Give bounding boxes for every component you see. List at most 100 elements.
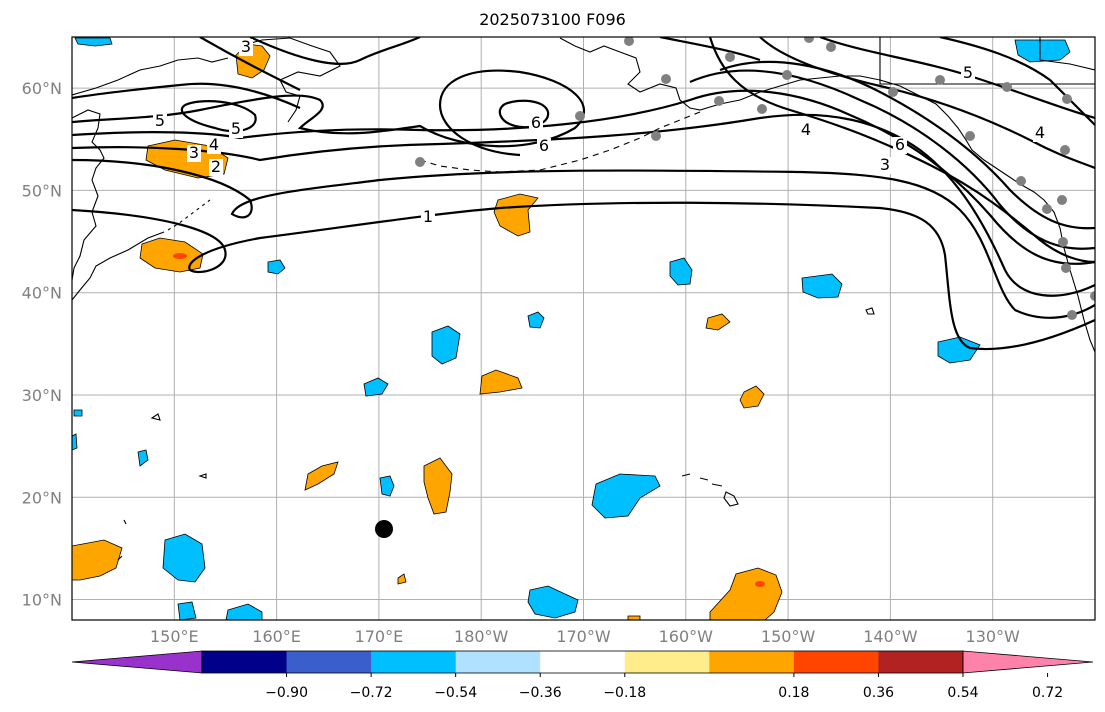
contour-low-rings (708, 37, 1095, 264)
contour-label: 5 (963, 63, 973, 82)
contour-label: 2 (211, 157, 221, 176)
station-dot (965, 131, 975, 141)
station-dot (651, 131, 661, 141)
anomaly-blob (363, 377, 389, 397)
storm-center-marker (375, 520, 393, 538)
station-dot (1057, 195, 1067, 205)
contour-label-bg (961, 65, 975, 82)
contour-label: 3 (189, 143, 199, 162)
colorbar-segment (455, 651, 541, 673)
contour-label-bg (209, 159, 223, 176)
station-dot (1002, 82, 1012, 92)
coastline-hawaii (681, 473, 739, 507)
contour-label-bg (537, 138, 551, 155)
station-dot (1042, 204, 1052, 214)
anomaly-blob (801, 273, 843, 299)
anomaly-blob (397, 573, 407, 585)
station-dot (782, 70, 792, 80)
longitude-label: 150°E (150, 627, 199, 646)
anomaly-blob (493, 193, 539, 237)
contour-label-bg (878, 157, 892, 174)
longitude-label: 180°W (454, 627, 509, 646)
anomaly-blob (304, 461, 339, 491)
contour-label: 4 (209, 135, 219, 154)
contour-label: 6 (531, 113, 541, 132)
station-dot (725, 52, 735, 62)
colorbar-tick-label: 0.18 (778, 685, 809, 701)
colorbar-extend-high (962, 650, 1094, 674)
contour-label-bg (421, 209, 435, 226)
anomaly-blob (705, 313, 731, 331)
latitude-label: 10°N (22, 591, 62, 610)
colorbar-tick-label: −0.18 (603, 685, 646, 701)
negative-anomaly-areas (72, 37, 1071, 620)
station-dot (1090, 291, 1095, 301)
contour-label: 3 (880, 155, 890, 174)
colorbar-tick-label: −0.90 (265, 685, 308, 701)
anomaly-blob (709, 567, 783, 620)
colorbar-tick-label: −0.36 (519, 685, 562, 701)
contour-label: 4 (801, 120, 811, 139)
contour-label: 1 (423, 207, 433, 226)
contour-label: 5 (155, 111, 165, 130)
station-dot (888, 87, 898, 97)
anomaly-blob (379, 475, 395, 497)
colorbar-tick-label: 0.72 (1032, 685, 1063, 701)
contour-lines (72, 37, 1095, 351)
colorbar-tick-label: −0.54 (434, 685, 477, 701)
contour-lower-east (939, 37, 1095, 126)
contour-label: 6 (895, 135, 905, 154)
anomaly-blob (139, 237, 204, 273)
longitude-label: 140°W (863, 627, 918, 646)
anomaly-blob (74, 37, 113, 47)
anomaly-blob (267, 259, 286, 275)
anomaly-blob (72, 539, 123, 581)
longitude-label: 160°E (252, 627, 301, 646)
anomaly-core (755, 581, 765, 587)
contour-6 (72, 60, 1095, 230)
colorbar-frame (201, 650, 964, 674)
colorbar-tick-label: 0.36 (863, 685, 894, 701)
contour-label-bg (893, 137, 907, 154)
anomaly-blob (1014, 39, 1071, 63)
colorbar-segment (878, 651, 964, 673)
anomaly-blob (73, 409, 83, 417)
contour-label: 3 (241, 37, 251, 56)
colorbar-segment (202, 651, 288, 673)
contour-label-bg (187, 145, 201, 162)
station-dot (624, 37, 634, 46)
contour-2 (72, 158, 1095, 319)
longitude-labels: 150°E 160°E 170°E 180°W 170°W 160°W 150°W 140°W… (150, 627, 1020, 646)
station-dot (757, 104, 767, 114)
contour-label-bg (529, 115, 543, 132)
small-island (150, 413, 161, 421)
longitude-label: 160°W (659, 627, 714, 646)
colorbar-tick-label: 0.54 (947, 685, 978, 701)
strong-anomaly-cores (173, 253, 765, 587)
anomaly-blob (627, 615, 641, 620)
anomaly-blob (162, 533, 206, 583)
station-dot (1016, 176, 1026, 186)
map-title: 2025073100 F096 (479, 10, 626, 29)
coastline-russia-north (72, 57, 229, 96)
colorbar-segment (793, 651, 879, 673)
colorbar (71, 650, 1094, 674)
contour-label-bg (239, 39, 253, 56)
station-dot (661, 74, 671, 84)
colorbar-tick-label: −0.72 (350, 685, 393, 701)
anomaly-blob (137, 449, 149, 467)
latitude-label: 50°N (22, 181, 62, 200)
aleutian-islands (419, 111, 701, 173)
longitude-label: 150°W (761, 627, 816, 646)
contour-1 (72, 201, 1095, 351)
colorbar-segment (540, 651, 626, 673)
station-dot (714, 96, 724, 106)
anomaly-blob (591, 473, 661, 519)
contour-label-bg (229, 121, 243, 138)
anomaly-blob (225, 603, 263, 620)
colorbar-segment (371, 651, 457, 673)
colorbar-extend-low (71, 650, 203, 674)
anomaly-blob (527, 311, 545, 329)
